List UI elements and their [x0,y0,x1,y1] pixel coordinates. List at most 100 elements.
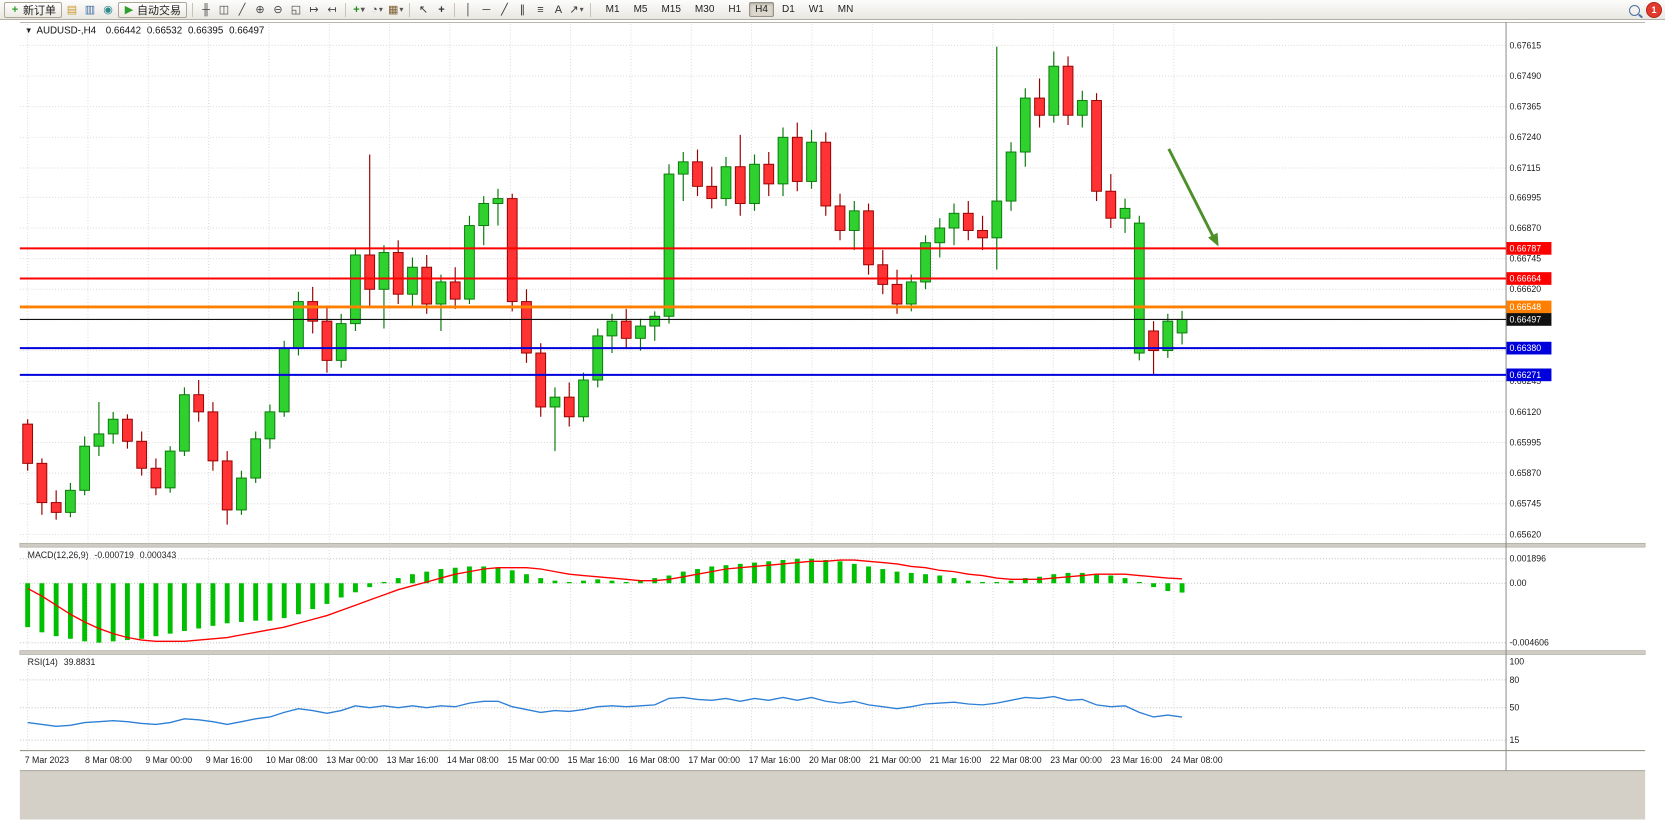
candle [65,489,76,513]
chevron-down-icon[interactable]: ▾ [378,4,383,14]
trend-arrow-line[interactable] [1167,148,1216,241]
macd-signal-line [27,559,1183,643]
macd-histogram-bar [908,572,914,584]
tile-windows-icon[interactable]: ◱ [290,3,302,16]
macd-histogram-bar [1151,583,1157,588]
price-axis-label: 0.67115 [1509,163,1540,173]
macd-histogram-bar [25,583,31,628]
market-watch-icon[interactable]: ◉ [103,3,113,16]
macd-histogram-bar [823,559,829,584]
autotrade-label: 自动交易 [137,4,181,17]
macd-histogram-bar [766,561,772,584]
date-axis-label: 9 Mar 00:00 [145,755,192,765]
indicators-icon[interactable]: + ▾ [353,3,365,16]
candle [179,394,190,452]
timeframe-D1[interactable]: D1 [781,4,795,15]
candle [720,166,732,200]
horizontal-line-icon[interactable]: ─ [482,3,491,16]
date-axis-label: 7 Mar 2023 [25,755,69,765]
chevron-down-icon[interactable]: ▾ [360,4,365,14]
rsi-axis-label: 100 [1509,656,1524,666]
date-axis-label: 14 Mar 08:00 [447,755,499,765]
candle [1119,207,1131,219]
cursor-icon[interactable]: ↖ [418,3,429,16]
candle [164,450,176,489]
rsi-axis-label: 15 [1509,735,1519,745]
candle [93,433,105,447]
charts-icon[interactable]: ▥ [84,3,96,16]
chevron-down-icon[interactable]: ▾ [579,4,584,14]
macd-histogram-bar [438,569,444,584]
macd-histogram-bar [238,583,244,622]
auto-scroll-icon[interactable]: ↦ [309,3,319,16]
line-chart-icon[interactable]: ╱ [238,3,246,16]
date-axis-label: 13 Mar 00:00 [326,755,378,765]
timeframe-M30[interactable]: M30 [694,4,715,15]
candlestick-icon[interactable]: ◫ [218,3,230,16]
macd-histogram-bar [310,583,316,610]
notification-badge[interactable]: 1 [1646,2,1662,18]
bar-chart-icon[interactable]: ╫ [202,3,210,16]
date-axis-label: 9 Mar 16:00 [206,755,253,765]
candle [649,315,661,327]
channel-icon[interactable]: ∥ [519,3,526,16]
candle [920,242,931,283]
toolbar-separator [589,2,591,17]
macd-histogram-bar [181,583,187,632]
panel-separator[interactable] [19,650,1646,655]
new-order-button[interactable]: + 新订单 [4,1,62,18]
text-tool-icon[interactable]: A [554,3,563,16]
macd-histogram-bar [338,583,344,598]
zoom-out-icon[interactable]: ⊖ [273,3,283,16]
candle [79,445,91,491]
zoom-in-icon[interactable]: ⊕ [255,3,265,16]
trend-arrow-head[interactable] [1208,232,1219,247]
fibonacci-icon[interactable]: ≡ [537,3,544,16]
candle [891,283,903,305]
panel-separator[interactable] [19,542,1646,548]
trendline-icon[interactable]: ╱ [501,3,508,16]
crosshair-icon[interactable]: + [438,3,445,16]
candle [635,325,646,339]
timeframe-M5[interactable]: M5 [633,4,648,15]
templates-icon[interactable]: ▦ ▾ [388,3,404,16]
chart-shift-icon[interactable]: ↤ [327,3,337,16]
search-icon[interactable] [1629,4,1640,16]
candle [763,163,775,185]
timeframe-M15[interactable]: M15 [661,4,681,15]
candle [1162,320,1174,352]
candle [734,166,746,204]
macd-histogram-bar [82,583,88,642]
chart-area[interactable]: ▼ AUDUSD-,H4 0.66442 0.66532 0.66395 0.66497… [0,20,1665,839]
chart-collapse-icon[interactable]: ▼ [25,26,33,35]
macd-histogram-bar [281,583,287,619]
price-axis-label: 0.66995 [1509,192,1541,202]
timeframe-MN[interactable]: MN [837,4,854,15]
arrows-tool-icon[interactable]: ↗ ▾ [569,3,584,16]
macd-histogram-bar [980,581,985,584]
candle [421,266,433,305]
macd-histogram-bar [538,578,544,584]
candle [22,423,34,464]
candle [136,440,148,469]
periods-icon[interactable]: ◔ ▾ [371,3,383,16]
timeframe-M1[interactable]: M1 [605,4,620,15]
price-axis-label: 0.65620 [1509,529,1541,539]
macd-histogram-bar [1136,581,1142,584]
vertical-line-icon[interactable]: │ [464,3,472,16]
macd-histogram-bar [452,567,458,584]
rsi-line [27,695,1183,727]
chevron-down-icon[interactable]: ▾ [399,4,404,14]
accounts-icon[interactable]: ▤ [66,3,78,16]
price-badge-label: 0.66664 [1509,274,1541,284]
autotrade-button[interactable]: ▶ 自动交易 [118,1,187,18]
macd-axis-label: 0.00 [1509,578,1526,588]
timeframe-H1[interactable]: H1 [728,4,742,15]
macd-histogram-bar [1022,578,1028,584]
timeframe-H4[interactable]: H4 [749,2,774,17]
timeframe-W1[interactable]: W1 [808,4,824,15]
price-axis-label: 0.67240 [1509,132,1541,142]
price-axis-label: 0.65995 [1509,437,1541,447]
price-axis-label: 0.66745 [1509,254,1541,264]
candle [378,252,390,290]
